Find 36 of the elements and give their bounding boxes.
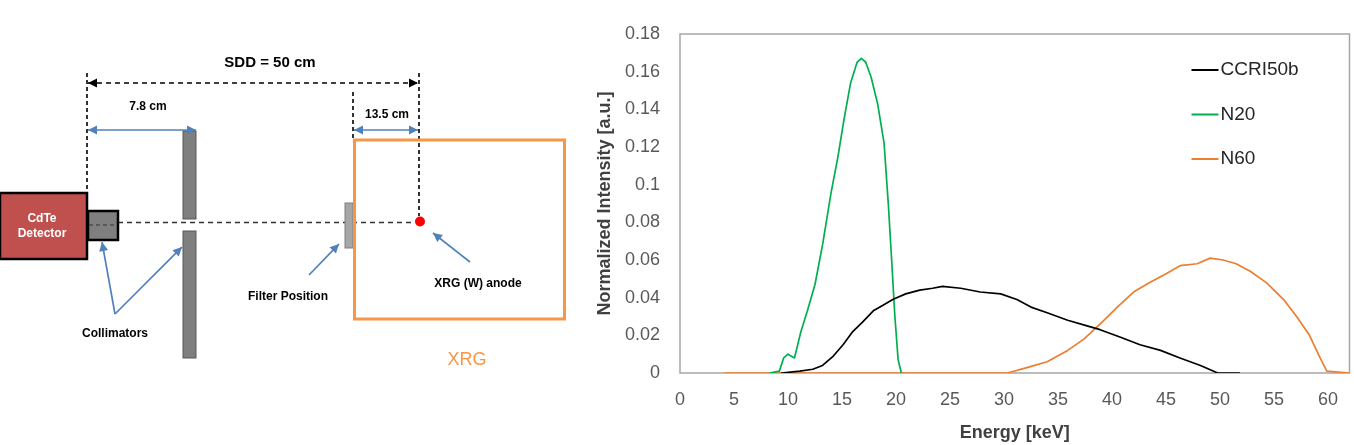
y-tick-label: 0.12 — [624, 135, 660, 156]
y-tick-label: 0.02 — [624, 324, 660, 345]
x-tick-label: 10 — [777, 388, 798, 409]
y-tick-label: 0.08 — [624, 211, 660, 232]
x-tick-label: 60 — [1317, 388, 1338, 409]
x-axis-title: Energy [keV] — [959, 422, 1070, 443]
y-tick-label: 0.04 — [624, 286, 660, 307]
legend-label: N20 — [1220, 102, 1256, 124]
y-axis-title: Normalized Intensity [a.u.] — [593, 91, 614, 316]
text: Collimators — [81, 325, 149, 341]
x-tick-label: 25 — [939, 388, 960, 409]
x-tick-label: 15 — [831, 388, 852, 409]
text: SDD = 50 cm — [224, 52, 316, 72]
x-tick-label: 35 — [1047, 388, 1068, 409]
x-tick-label: 20 — [885, 388, 906, 409]
y-tick-label: 0 — [649, 361, 660, 382]
text: Filter Position — [247, 288, 329, 304]
text: 7.8 cm — [129, 98, 167, 114]
y-tick-label: 0.06 — [624, 248, 660, 269]
x-tick-label: 50 — [1209, 388, 1230, 409]
x-tick-label: 45 — [1155, 388, 1176, 409]
y-tick-label: 0.16 — [624, 60, 660, 81]
y-tick-label: 0.1 — [634, 173, 660, 194]
x-tick-label: 30 — [993, 388, 1014, 409]
y-tick-label: 0.14 — [624, 98, 660, 119]
y-tick-label: 0.18 — [624, 22, 660, 43]
legend-label: CCRI50b — [1220, 58, 1299, 80]
text: 13.5 cm — [364, 106, 410, 122]
x-tick-label: 0 — [674, 388, 686, 409]
x-tick-label: 55 — [1263, 388, 1284, 409]
legend-label: N60 — [1220, 147, 1256, 169]
text: XRG — [447, 347, 487, 371]
x-tick-label: 40 — [1101, 388, 1122, 409]
x-tick-label: 5 — [728, 388, 739, 409]
text: XRG (W) anode — [434, 275, 522, 291]
text: CdTe Detector — [16, 211, 68, 241]
